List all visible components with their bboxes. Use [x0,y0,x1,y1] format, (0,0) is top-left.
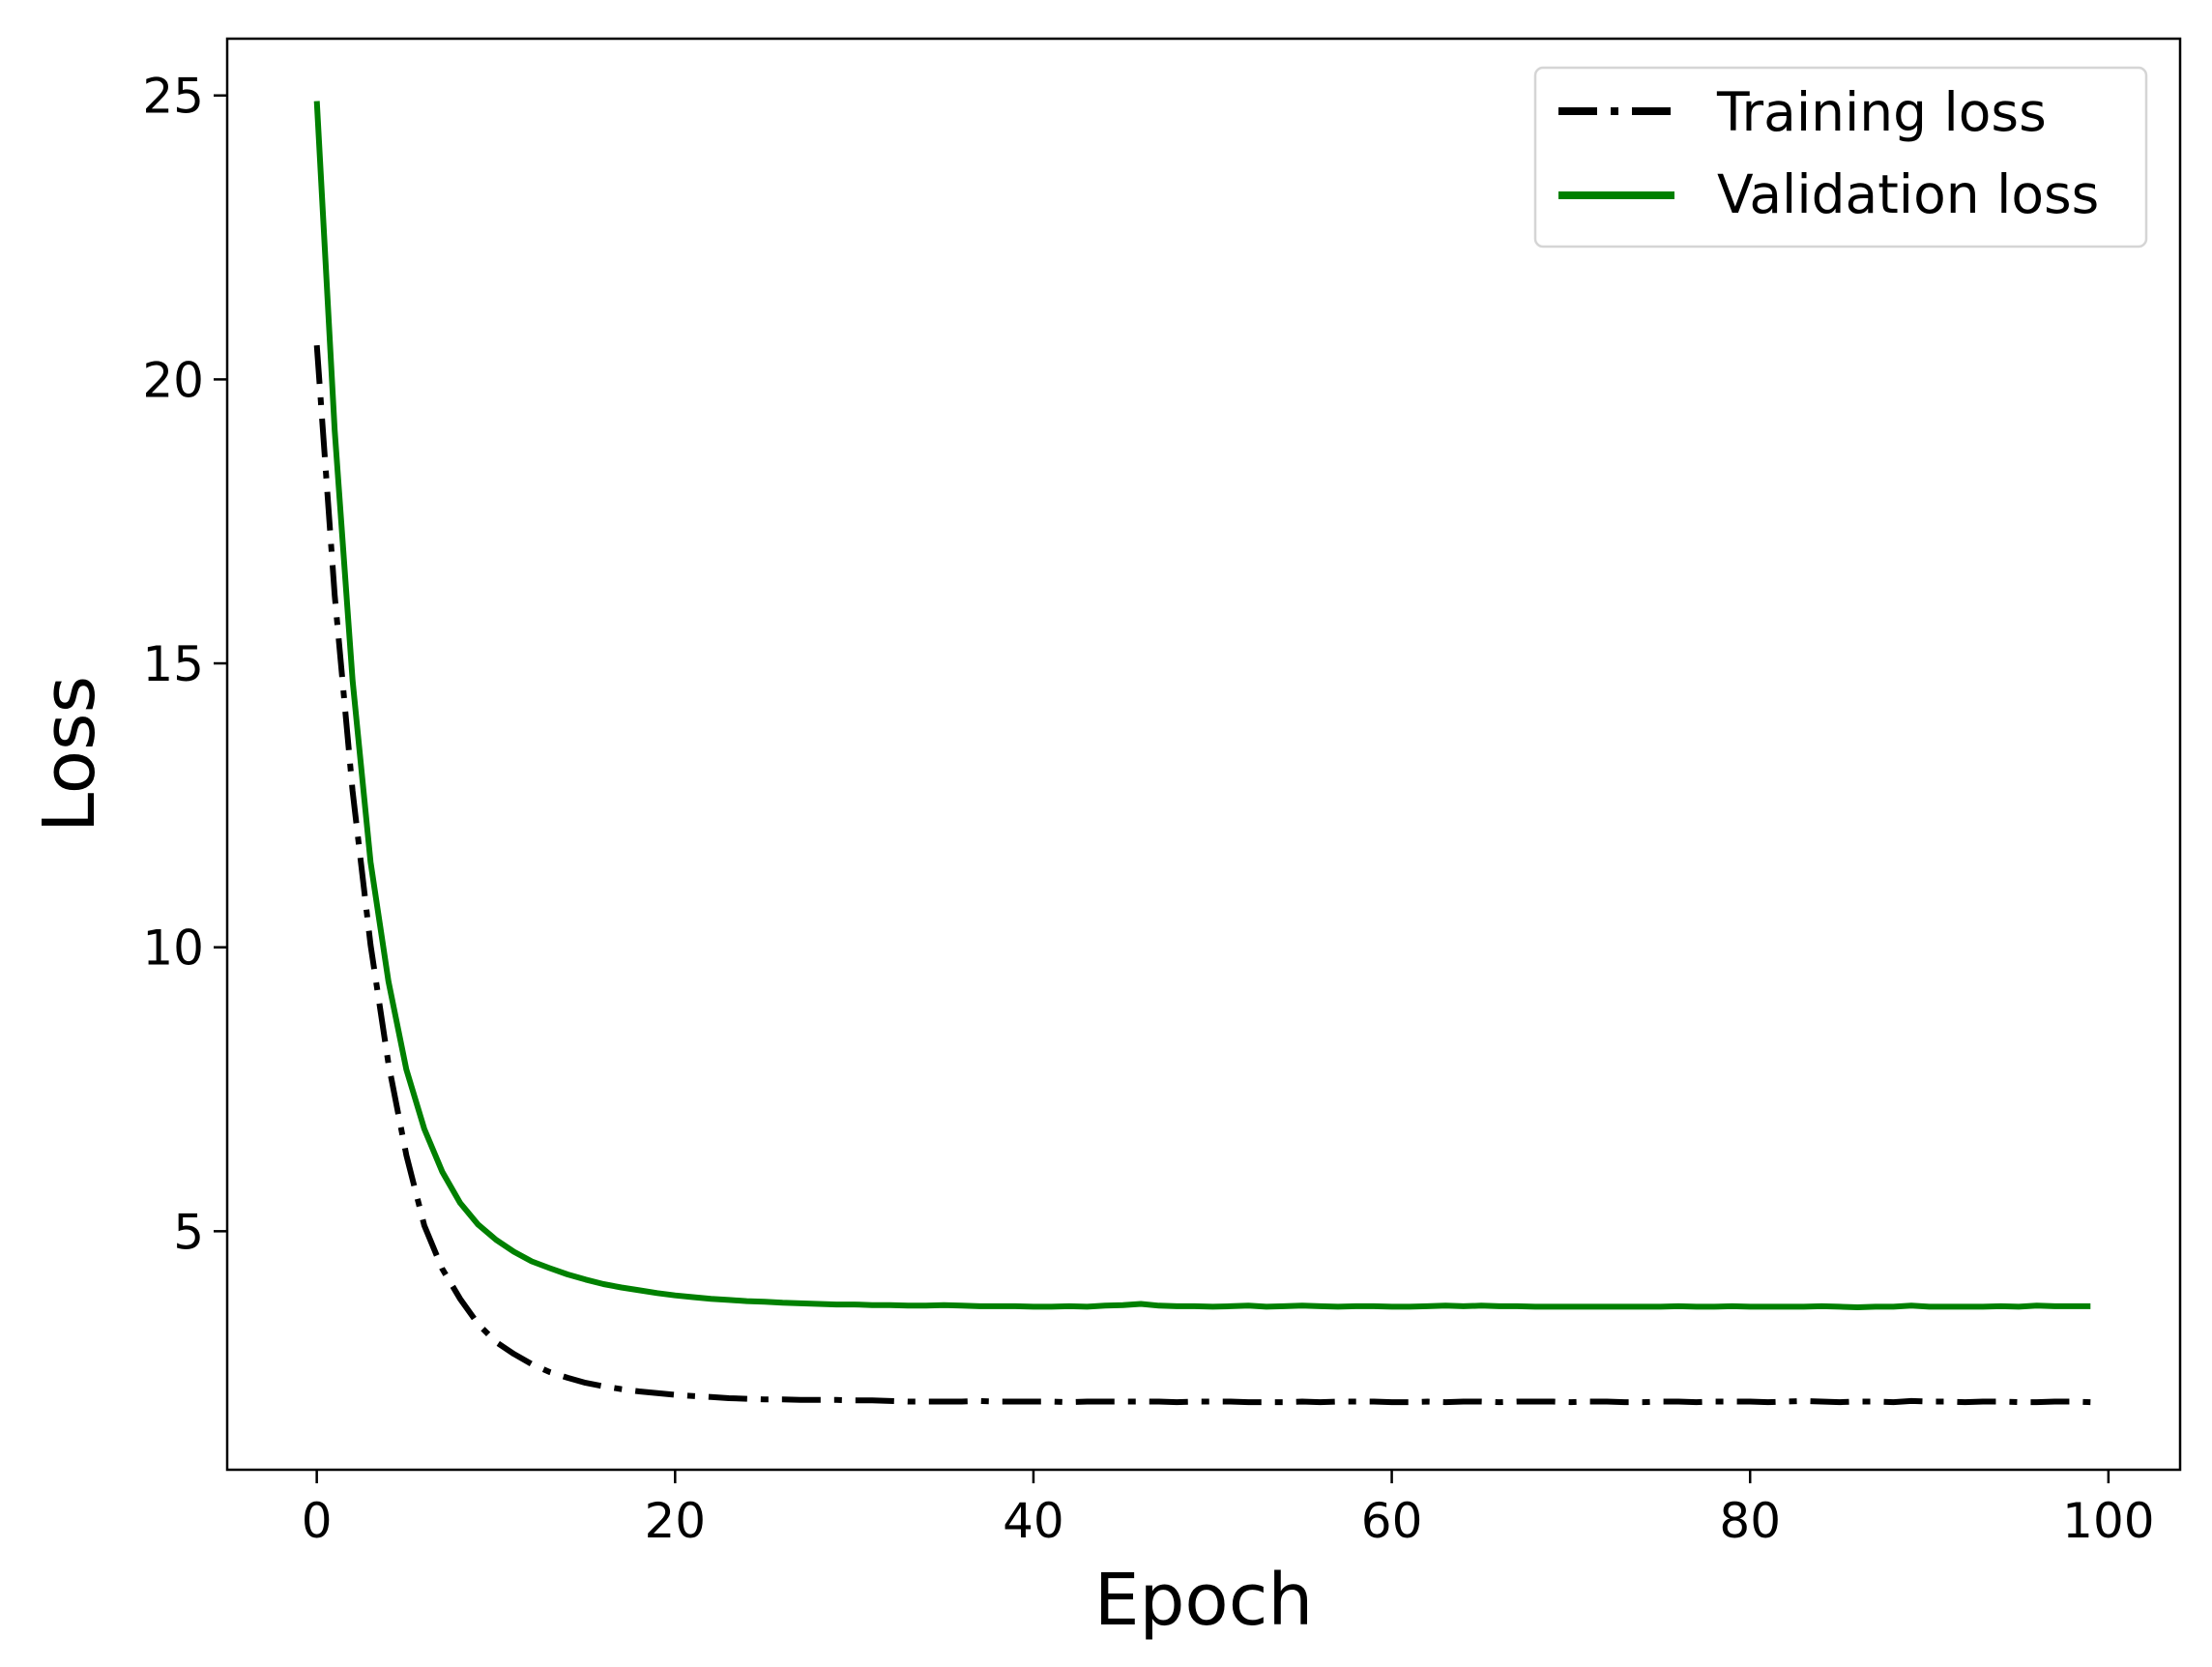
training-loss-line [313,344,2091,1406]
legend-label-training: Training loss [1716,81,2047,143]
x-axis-title: Epoch [1094,1559,1314,1642]
x-tick-label: 80 [1719,1493,1781,1549]
y-tick-label: 5 [173,1204,204,1260]
x-tick-label: 60 [1361,1493,1423,1549]
y-axis-title: Loss [28,676,111,833]
validation-loss-line [313,101,2091,1310]
y-tick-label: 25 [142,69,204,125]
legend-label-validation: Validation loss [1717,163,2099,225]
y-tick-label: 15 [142,636,204,692]
x-axis-ticks: 0 20 40 60 80 100 [302,1470,2155,1549]
series-lines [313,101,2091,1406]
legend-box [1533,66,2148,249]
x-tick-label: 0 [302,1493,333,1549]
y-axis-ticks: 5 10 15 20 25 [142,69,227,1260]
plot-frame [225,37,2182,1472]
x-tick-label: 100 [2062,1493,2154,1549]
y-tick-label: 10 [142,921,204,977]
legend: Training loss Validation loss [1533,66,2148,249]
y-tick-label: 20 [142,352,204,408]
x-tick-label: 40 [1003,1493,1064,1549]
x-tick-label: 20 [644,1493,706,1549]
